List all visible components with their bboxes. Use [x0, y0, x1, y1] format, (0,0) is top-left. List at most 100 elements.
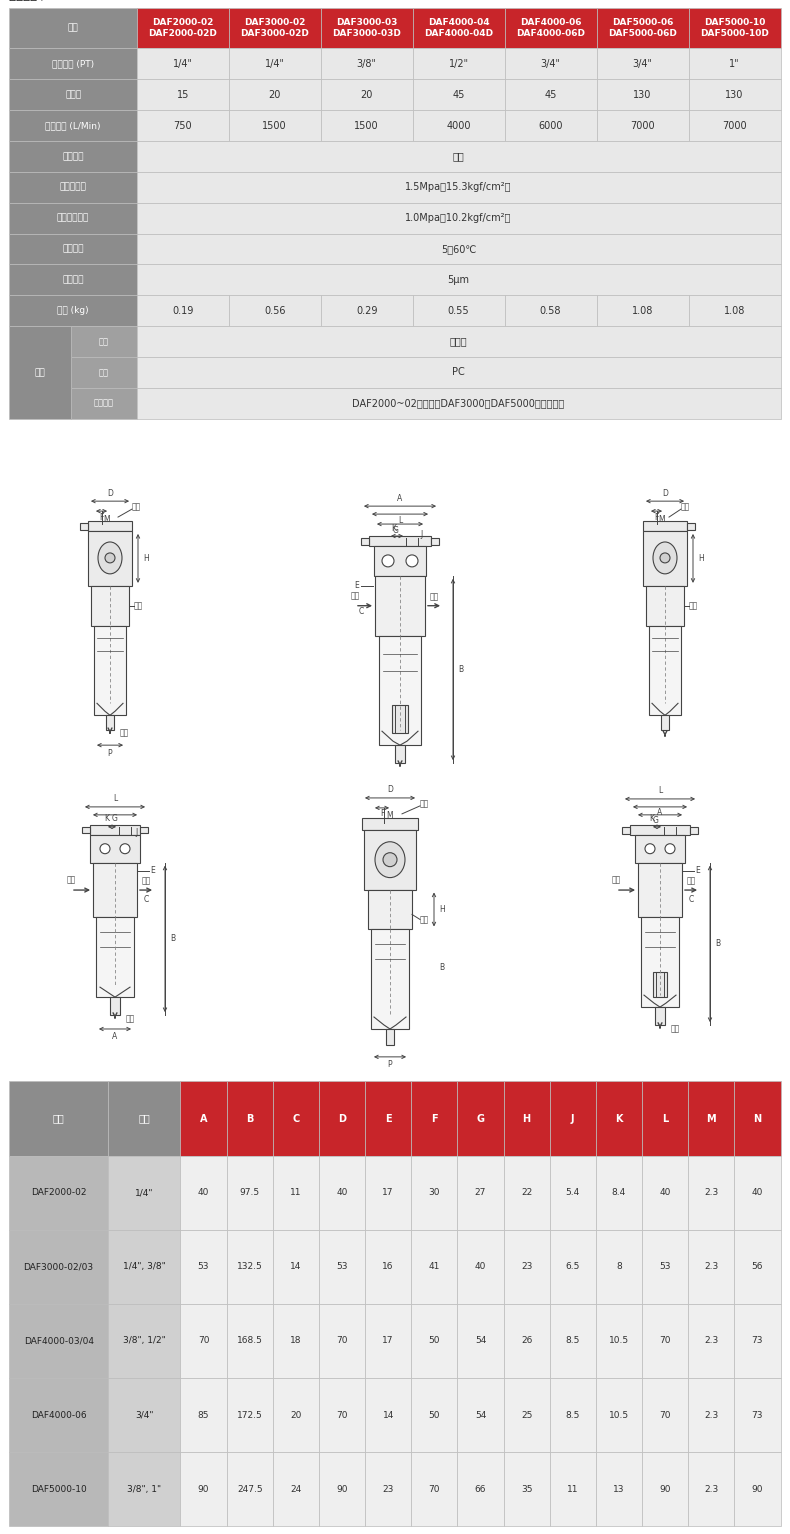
Text: 8.5: 8.5 — [566, 1411, 580, 1419]
Bar — [140, 827, 148, 833]
Text: 1/4": 1/4" — [265, 58, 284, 69]
Text: DAF5000-10
DAF5000-10D: DAF5000-10 DAF5000-10D — [700, 18, 769, 38]
Text: M: M — [706, 1114, 716, 1123]
Bar — [228, 110, 321, 141]
Bar — [180, 1081, 227, 1155]
Bar — [137, 388, 781, 419]
Text: 1.5Mpa（15.3kgf/cm²）: 1.5Mpa（15.3kgf/cm²） — [405, 183, 512, 192]
Bar — [630, 825, 690, 834]
Bar — [596, 1230, 642, 1304]
Text: 56: 56 — [752, 1262, 763, 1272]
Text: PC: PC — [452, 368, 465, 377]
Bar — [9, 202, 137, 233]
Bar — [503, 1155, 550, 1230]
Bar — [227, 1155, 273, 1230]
Text: K: K — [104, 815, 110, 824]
Bar — [688, 1304, 735, 1378]
Text: 1/4", 3/8": 1/4", 3/8" — [122, 1262, 165, 1272]
Text: D: D — [662, 489, 668, 497]
Bar — [412, 80, 505, 110]
Bar — [180, 1230, 227, 1304]
Text: 杯防护罩: 杯防护罩 — [94, 399, 114, 408]
Text: M: M — [386, 811, 393, 821]
Text: 30: 30 — [428, 1189, 440, 1197]
Bar — [392, 706, 408, 733]
Bar — [227, 1081, 273, 1155]
Bar — [321, 110, 412, 141]
Text: 5μm: 5μm — [448, 275, 469, 285]
Bar — [735, 1155, 781, 1230]
Bar — [364, 830, 416, 890]
Text: 0.19: 0.19 — [172, 305, 194, 316]
Text: 铝合金: 铝合金 — [450, 336, 468, 347]
Text: 70: 70 — [660, 1411, 671, 1419]
Bar — [688, 1155, 735, 1230]
Bar — [321, 296, 412, 327]
Text: D: D — [387, 785, 393, 795]
Text: 3/4": 3/4" — [633, 58, 653, 69]
Bar — [228, 80, 321, 110]
Bar — [505, 296, 596, 327]
Bar — [273, 1453, 319, 1526]
Text: 额定流量 (L/Min): 额定流量 (L/Min) — [45, 121, 101, 130]
Text: 8.5: 8.5 — [566, 1336, 580, 1345]
Text: M: M — [659, 514, 665, 523]
Text: B: B — [458, 664, 464, 673]
Bar — [9, 80, 137, 110]
Bar — [107, 1081, 180, 1155]
Bar — [9, 1304, 107, 1378]
Text: 73: 73 — [752, 1411, 763, 1419]
Text: 排水: 排水 — [119, 729, 129, 738]
Text: 70: 70 — [660, 1336, 671, 1345]
Text: 40: 40 — [752, 1189, 763, 1197]
Bar — [319, 1081, 365, 1155]
Bar — [689, 80, 781, 110]
Bar — [379, 635, 421, 746]
Bar — [688, 1378, 735, 1453]
Circle shape — [665, 844, 675, 854]
Text: E: E — [151, 867, 156, 874]
Text: 2.3: 2.3 — [704, 1336, 718, 1345]
Text: 入口: 入口 — [351, 591, 359, 600]
Bar — [503, 1230, 550, 1304]
Bar — [412, 1304, 457, 1378]
Text: 54: 54 — [475, 1411, 486, 1419]
Text: 14: 14 — [382, 1411, 394, 1419]
Text: 2.3: 2.3 — [704, 1189, 718, 1197]
Text: 排水: 排水 — [126, 1014, 134, 1023]
Bar — [319, 1230, 365, 1304]
Text: 5～60℃: 5～60℃ — [441, 244, 476, 255]
Bar — [137, 8, 228, 49]
Text: L: L — [662, 1114, 668, 1123]
Text: 54: 54 — [475, 1336, 486, 1345]
Bar — [735, 1081, 781, 1155]
Text: 0.58: 0.58 — [540, 305, 562, 316]
Text: G: G — [476, 1114, 484, 1123]
Text: 口径: 口径 — [689, 601, 698, 611]
Bar — [622, 827, 630, 834]
Text: 70: 70 — [337, 1411, 348, 1419]
Text: 托架: 托架 — [681, 503, 690, 512]
Text: 50: 50 — [428, 1336, 440, 1345]
Bar — [227, 1304, 273, 1378]
Text: 35: 35 — [521, 1485, 532, 1494]
Bar — [642, 1081, 688, 1155]
Text: P: P — [107, 749, 112, 758]
Bar — [362, 818, 418, 830]
Bar — [110, 997, 120, 1016]
Bar — [321, 8, 412, 49]
Bar — [365, 1155, 412, 1230]
Text: 杯容量: 杯容量 — [65, 91, 81, 100]
Text: M: M — [103, 514, 111, 523]
Text: 1.0Mpa（10.2kgf/cm²）: 1.0Mpa（10.2kgf/cm²） — [405, 213, 512, 222]
Text: 23: 23 — [382, 1485, 394, 1494]
Text: L: L — [658, 787, 662, 796]
Text: 10.5: 10.5 — [609, 1336, 629, 1345]
Text: 22: 22 — [521, 1189, 532, 1197]
Text: C: C — [143, 894, 149, 904]
Text: C: C — [688, 894, 694, 904]
Bar — [107, 1453, 180, 1526]
Bar — [107, 1378, 180, 1453]
Bar — [365, 1081, 412, 1155]
Bar — [735, 1453, 781, 1526]
